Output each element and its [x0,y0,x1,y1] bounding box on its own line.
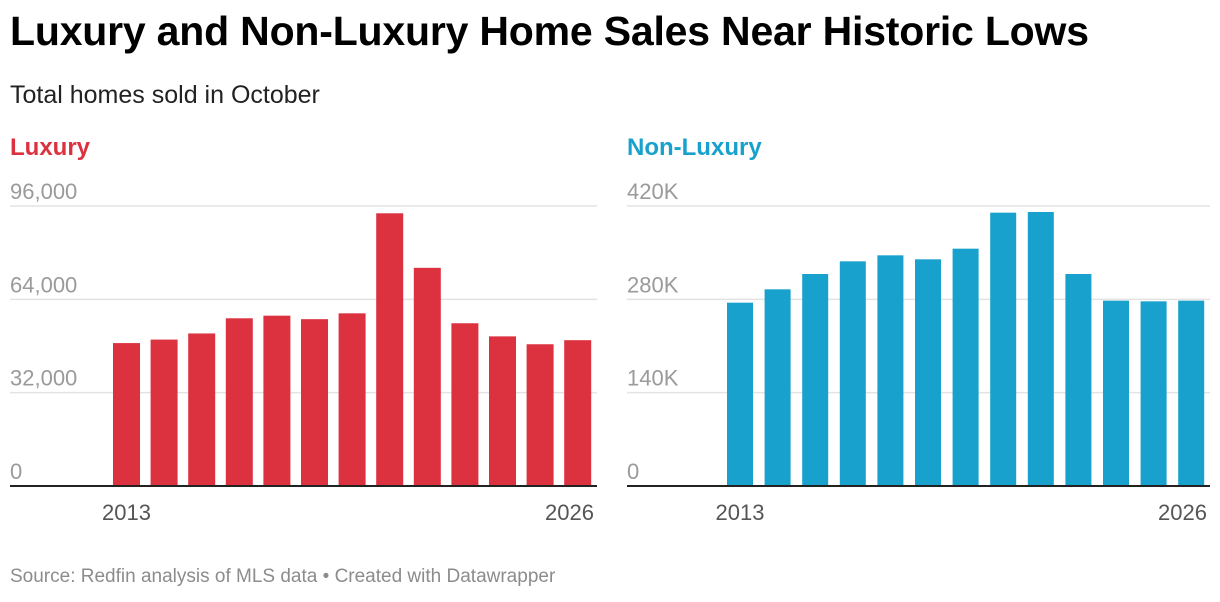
bar-2020[interactable] [990,212,1017,486]
bar-2014[interactable] [150,339,178,486]
bar-2020[interactable] [376,213,404,486]
footer: Source: Redfin analysis of MLS data • Cr… [10,566,555,588]
bar-2013[interactable] [113,343,140,486]
y-tick-label: 0 [627,459,639,484]
bar-2025[interactable] [1178,300,1205,486]
panel-title-non-luxury: Non-Luxury [627,134,762,161]
x-tick-label-end: 2026 [545,500,594,525]
bar-2016[interactable] [225,318,253,486]
bar-2017[interactable] [263,315,291,486]
y-tick-label: 0 [10,459,22,484]
bar-2023[interactable] [1103,300,1129,486]
y-tick-label: 420K [627,179,679,204]
bar-2017[interactable] [877,255,904,486]
bar-2016[interactable] [839,261,866,486]
panel-title-luxury: Luxury [10,134,91,161]
x-tick-label-end: 2026 [1158,500,1207,525]
bar-2018[interactable] [915,259,941,486]
bar-2021[interactable] [1027,212,1054,486]
bar-2018[interactable] [301,319,328,486]
x-tick-label-start: 2013 [102,500,151,525]
credit-link[interactable]: Created with Datawrapper [334,566,556,587]
bar-2015[interactable] [188,333,216,486]
bar-2014[interactable] [764,289,791,486]
bar-2019[interactable] [952,248,979,486]
bar-2015[interactable] [802,274,829,486]
bar-2022[interactable] [1065,274,1092,486]
y-tick-label: 140K [627,366,679,391]
y-tick-label: 64,000 [10,272,77,297]
x-tick-label-start: 2013 [716,500,765,525]
non-luxury-bar-chart: 0 140K 280K 420K 2013 2026 [627,179,1210,525]
y-tick-label: 280K [627,272,679,297]
bar-2025[interactable] [564,340,592,486]
bar-2023[interactable] [489,336,516,486]
y-tick-label: 32,000 [10,366,77,391]
bar-2024[interactable] [1140,301,1167,486]
bar-2019[interactable] [338,313,366,486]
bar-2021[interactable] [413,267,441,486]
y-tick-label: 96,000 [10,179,77,204]
bar-2013[interactable] [727,302,753,486]
bar-2022[interactable] [451,323,479,486]
source-note: Source: Redfin analysis of MLS data [10,566,318,587]
bar-2024[interactable] [526,344,554,486]
luxury-bar-chart: 0 32,000 64,000 96,000 2013 2026 [10,179,597,525]
chart-subtitle: Total homes sold in October [10,81,320,109]
footer-separator: • [322,566,330,587]
chart-title: Luxury and Non-Luxury Home Sales Near Hi… [10,8,1089,54]
